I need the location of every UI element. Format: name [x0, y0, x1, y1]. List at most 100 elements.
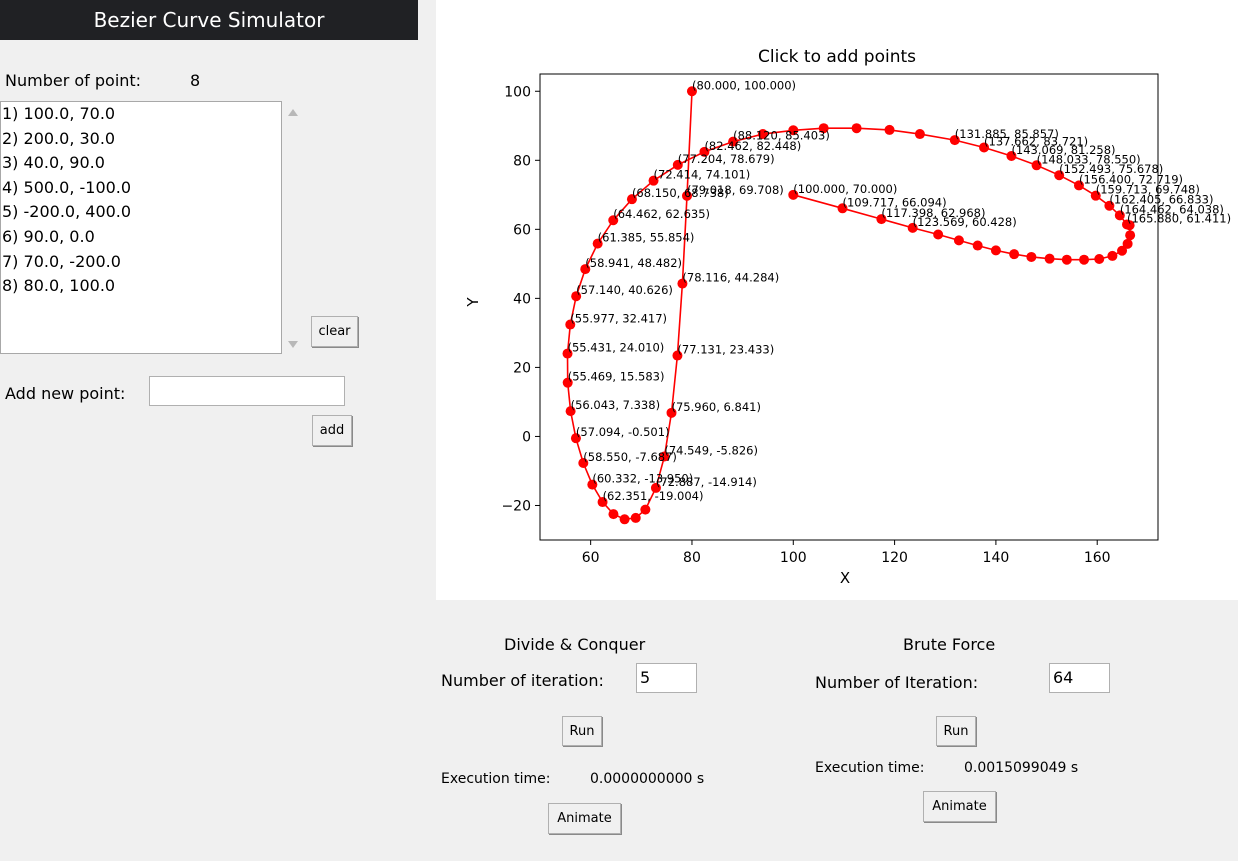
point-label: (55.431, 24.010)	[568, 341, 665, 355]
curve-point	[818, 123, 829, 134]
curve-point	[1061, 254, 1072, 265]
curve-point	[1026, 251, 1037, 262]
listbox-scrollbar[interactable]	[282, 101, 302, 354]
list-item[interactable]: 2) 200.0, 30.0	[2, 128, 116, 148]
point-label: (72.414, 74.101)	[654, 168, 751, 182]
curve-point	[619, 514, 630, 525]
plot-figure[interactable]: Click to add points 60 80 100 120 140 160 −20 0…	[436, 0, 1238, 600]
curve-point	[990, 245, 1001, 256]
x-tick-label: 60	[582, 550, 600, 566]
curve-point	[914, 129, 925, 140]
curve-point	[757, 129, 768, 140]
x-tick-label: 100	[780, 550, 807, 566]
bezier-chart[interactable]: Click to add points 60 80 100 120 140 160 −20 0…	[436, 0, 1238, 600]
point-label: (117.398, 62.968)	[881, 206, 985, 220]
point-label: (137.662, 83.721)	[984, 134, 1088, 148]
brute-run-button[interactable]: Run	[936, 716, 976, 746]
divide-exec-value: 0.0000000000 s	[590, 771, 705, 787]
list-item[interactable]: 5) -200.0, 400.0	[2, 202, 132, 222]
point-label: (57.140, 40.626)	[576, 283, 673, 297]
list-item[interactable]: 6) 90.0, 0.0	[2, 226, 95, 246]
curve-point	[1122, 238, 1133, 249]
divide-title: Divide & Conquer	[504, 635, 646, 654]
app-title: Bezier Curve Simulator	[0, 0, 418, 40]
y-axis-label: Y	[464, 297, 482, 308]
y-tick-label: −20	[501, 498, 531, 514]
point-count-value: 8	[190, 71, 201, 90]
point-label: (131.885, 85.857)	[955, 127, 1059, 141]
list-item[interactable]: 1) 100.0, 70.0	[2, 104, 116, 123]
curve-point	[1114, 210, 1125, 221]
curve-point	[1121, 219, 1132, 230]
point-label: (152.493, 75.678)	[1059, 162, 1163, 176]
point-label: (78.116, 44.284)	[682, 271, 779, 285]
curve-point	[672, 159, 683, 170]
curve-point	[1104, 200, 1115, 211]
curve-point	[640, 504, 651, 515]
curve-point	[1006, 150, 1017, 161]
list-item[interactable]: 3) 40.0, 90.0	[2, 153, 105, 173]
scroll-down-icon[interactable]	[288, 341, 298, 348]
curve-point	[876, 214, 887, 225]
add-point-label: Add new point:	[5, 384, 126, 403]
divide-run-button[interactable]: Run	[562, 716, 602, 746]
curve-point	[949, 135, 960, 146]
curve-point	[1079, 254, 1090, 265]
chart-title: Click to add points	[758, 47, 916, 67]
point-label: (77.131, 23.433)	[677, 343, 774, 357]
add-button[interactable]: add	[312, 415, 352, 446]
curve-point	[972, 240, 983, 251]
list-item[interactable]: 7) 70.0, -200.0	[2, 251, 121, 271]
point-label: (74.549, -5.826)	[664, 444, 758, 458]
brute-title: Brute Force	[903, 635, 996, 654]
point-label: (123.569, 60.428)	[913, 215, 1017, 229]
curve-point	[570, 433, 581, 444]
point-label: (80.000, 100.000)	[692, 78, 796, 92]
curve-point	[571, 291, 582, 302]
curve-point	[681, 190, 692, 201]
curve-point	[686, 86, 697, 97]
brute-animate-button[interactable]: Animate	[923, 791, 996, 822]
curve-point	[565, 319, 576, 330]
divide-iteration-input[interactable]: 5	[636, 663, 697, 693]
add-point-input[interactable]	[149, 376, 345, 406]
curve-point	[1031, 160, 1042, 171]
brute-iteration-label: Number of Iteration:	[815, 673, 979, 692]
curve-point	[1054, 170, 1065, 181]
divide-animate-button[interactable]: Animate	[548, 803, 621, 834]
x-axis-label: X	[840, 569, 850, 587]
curve-point	[578, 457, 589, 468]
points-listbox[interactable]: 1) 100.0, 70.0 2) 200.0, 30.0 3) 40.0, 9…	[0, 101, 282, 354]
point-label: (77.204, 78.679)	[678, 152, 775, 166]
curve-point	[597, 497, 608, 508]
brute-iteration-input[interactable]: 64	[1049, 663, 1110, 693]
curve-point	[626, 194, 637, 205]
point-label: (61.385, 55.854)	[598, 231, 695, 245]
scroll-up-icon[interactable]	[288, 109, 298, 116]
point-label: (109.717, 66.094)	[843, 195, 947, 209]
point-label: (56.043, 7.338)	[571, 398, 660, 412]
curve-point	[630, 512, 641, 523]
point-label: (75.960, 6.841)	[672, 400, 761, 414]
curve-point	[562, 348, 573, 359]
curve-point	[1044, 253, 1055, 264]
point-label: (58.550, -7.687)	[583, 450, 677, 464]
y-tick-label: 100	[504, 84, 531, 100]
x-tick-label: 120	[881, 550, 908, 566]
curve-point	[592, 238, 603, 249]
curve-point	[650, 482, 661, 493]
point-label: (55.469, 15.583)	[568, 370, 665, 384]
plot-area[interactable]	[539, 73, 1159, 541]
divide-exec-label: Execution time:	[441, 771, 551, 787]
curve-point	[1009, 249, 1020, 260]
point-label: (165.880, 61.411)	[1127, 211, 1231, 225]
curve-point	[907, 222, 918, 233]
point-label: (55.977, 32.417)	[570, 312, 667, 326]
list-item[interactable]: 8) 80.0, 100.0	[2, 276, 116, 296]
curve-point	[1073, 180, 1084, 191]
clear-button[interactable]: clear	[311, 316, 358, 347]
curve-point	[1094, 254, 1105, 265]
point-label: (58.941, 48.482)	[585, 256, 682, 270]
curve-point	[953, 235, 964, 246]
list-item[interactable]: 4) 500.0, -100.0	[2, 177, 132, 197]
